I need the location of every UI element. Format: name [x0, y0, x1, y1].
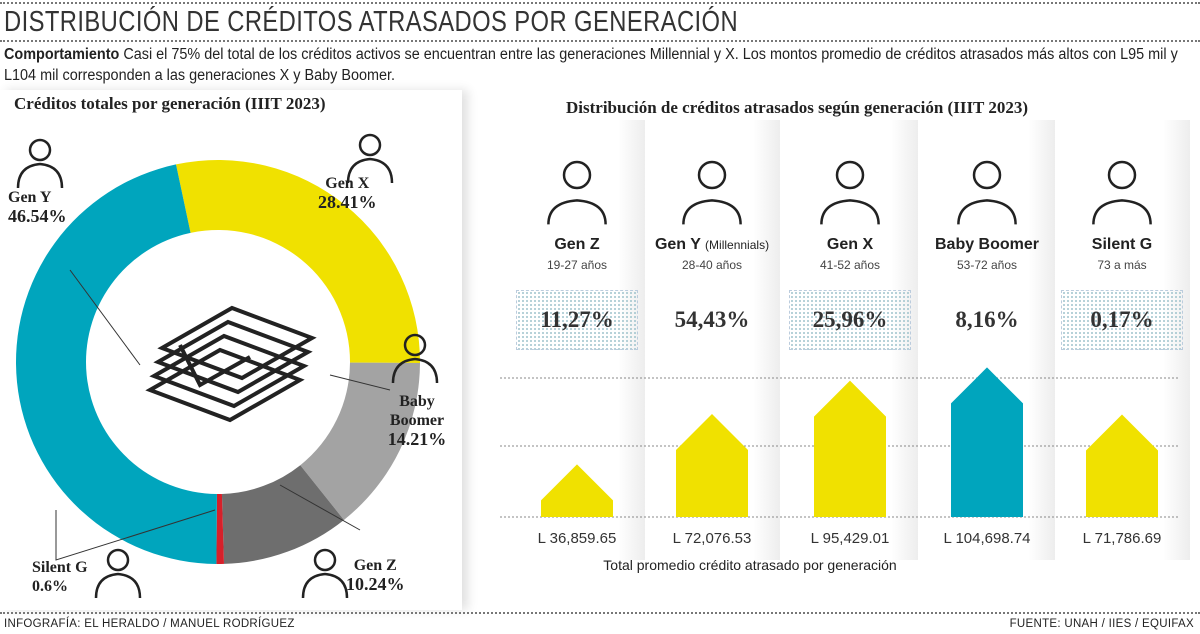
label-baby-boomer: Baby Boomer 14.21%	[376, 392, 458, 450]
title-rule	[0, 40, 1200, 42]
leader-line	[55, 509, 216, 561]
slice-gen-x	[176, 160, 420, 363]
bar-title: Distribución de créditos atrasados según…	[566, 98, 1028, 117]
bar-gen-z	[541, 464, 613, 517]
donut-chart	[16, 133, 439, 599]
age-range: 73 a más	[1097, 258, 1147, 272]
intro-text: Comportamiento Casi el 75% del total de …	[4, 44, 1185, 86]
share-value: 8,16%	[955, 307, 1019, 332]
share-value: 0,17%	[1061, 290, 1183, 350]
amount-label: L 71,786.69	[1082, 530, 1162, 547]
baby-boomer-person-icon	[391, 333, 439, 384]
slice-silent-g	[216, 493, 225, 564]
person-icon-gen-x	[820, 160, 880, 225]
slice-gen-z	[221, 465, 344, 564]
slice-gen-y	[16, 164, 217, 564]
generation-name: Baby Boomer	[934, 236, 1040, 253]
bar-gen-x	[814, 380, 886, 517]
leader-line	[279, 484, 361, 531]
leader-line	[329, 374, 391, 391]
age-range: 28-40 años	[681, 258, 743, 272]
generation-name: Silent G	[1091, 236, 1153, 253]
amount-label: L 72,076.53	[672, 530, 752, 547]
person-icon-silent-g	[1092, 160, 1152, 225]
money-icon	[145, 305, 317, 423]
label-gen-z: Gen Z 10.24%	[346, 557, 405, 594]
generation-name: Gen X	[826, 236, 874, 253]
gen-z-person-icon	[301, 548, 349, 599]
intro-lead: Comportamiento	[4, 46, 120, 63]
label-silent-g: Silent G 0.6%	[32, 559, 88, 595]
age-range: 41-52 años	[819, 258, 881, 272]
top-rule	[0, 2, 1200, 4]
bar-baby-boomer	[951, 367, 1023, 517]
bar-xlabel: Total promedio crédito atrasado por gene…	[603, 557, 897, 573]
gen-y-person-icon	[16, 138, 64, 189]
share-value: 11,27%	[516, 290, 638, 350]
label-gen-x: Gen X 28.41%	[318, 175, 377, 212]
silent-g-person-icon	[94, 548, 142, 599]
share-value: 54,43%	[674, 307, 750, 332]
donut-panel: Créditos totales por generación (IIIT 20…	[0, 90, 462, 610]
credit: INFOGRAFÍA: EL HERALDO / MANUEL RODRÍGUE…	[4, 618, 295, 630]
gen-x-person-icon	[346, 133, 394, 184]
person-icon-baby-boomer	[957, 160, 1017, 225]
page-title: DISTRIBUCIÓN DE CRÉDITOS ATRASADOS POR G…	[4, 6, 739, 38]
age-range: 53-72 años	[956, 258, 1018, 272]
share-value: 25,96%	[789, 290, 911, 350]
bar-gen-y	[676, 414, 748, 517]
person-icon-gen-z	[547, 160, 607, 225]
label-gen-y: Gen Y 46.54%	[8, 189, 67, 226]
footer-rule	[0, 612, 1200, 614]
source: FUENTE: UNAH / IIES / EQUIFAX	[1009, 618, 1194, 630]
baby-boomer-name: Baby Boomer	[389, 393, 445, 429]
person-icon-gen-y	[682, 160, 742, 225]
donut-title: Créditos totales por generación (IIIT 20…	[14, 94, 326, 113]
amount-label: L 36,859.65	[537, 530, 617, 547]
generation-name: Gen Y (Millennials)	[654, 236, 770, 253]
intro-body: Casi el 75% del total de los créditos ac…	[4, 46, 1178, 84]
slice-baby-boomer	[300, 362, 420, 520]
amount-label: L 104,698.74	[943, 530, 1031, 547]
age-range: 19-27 años	[546, 258, 608, 272]
amount-label: L 95,429.01	[810, 530, 890, 547]
leader-line	[69, 269, 141, 366]
bar-silent-g	[1086, 414, 1158, 517]
generation-name: Gen Z	[554, 236, 600, 253]
